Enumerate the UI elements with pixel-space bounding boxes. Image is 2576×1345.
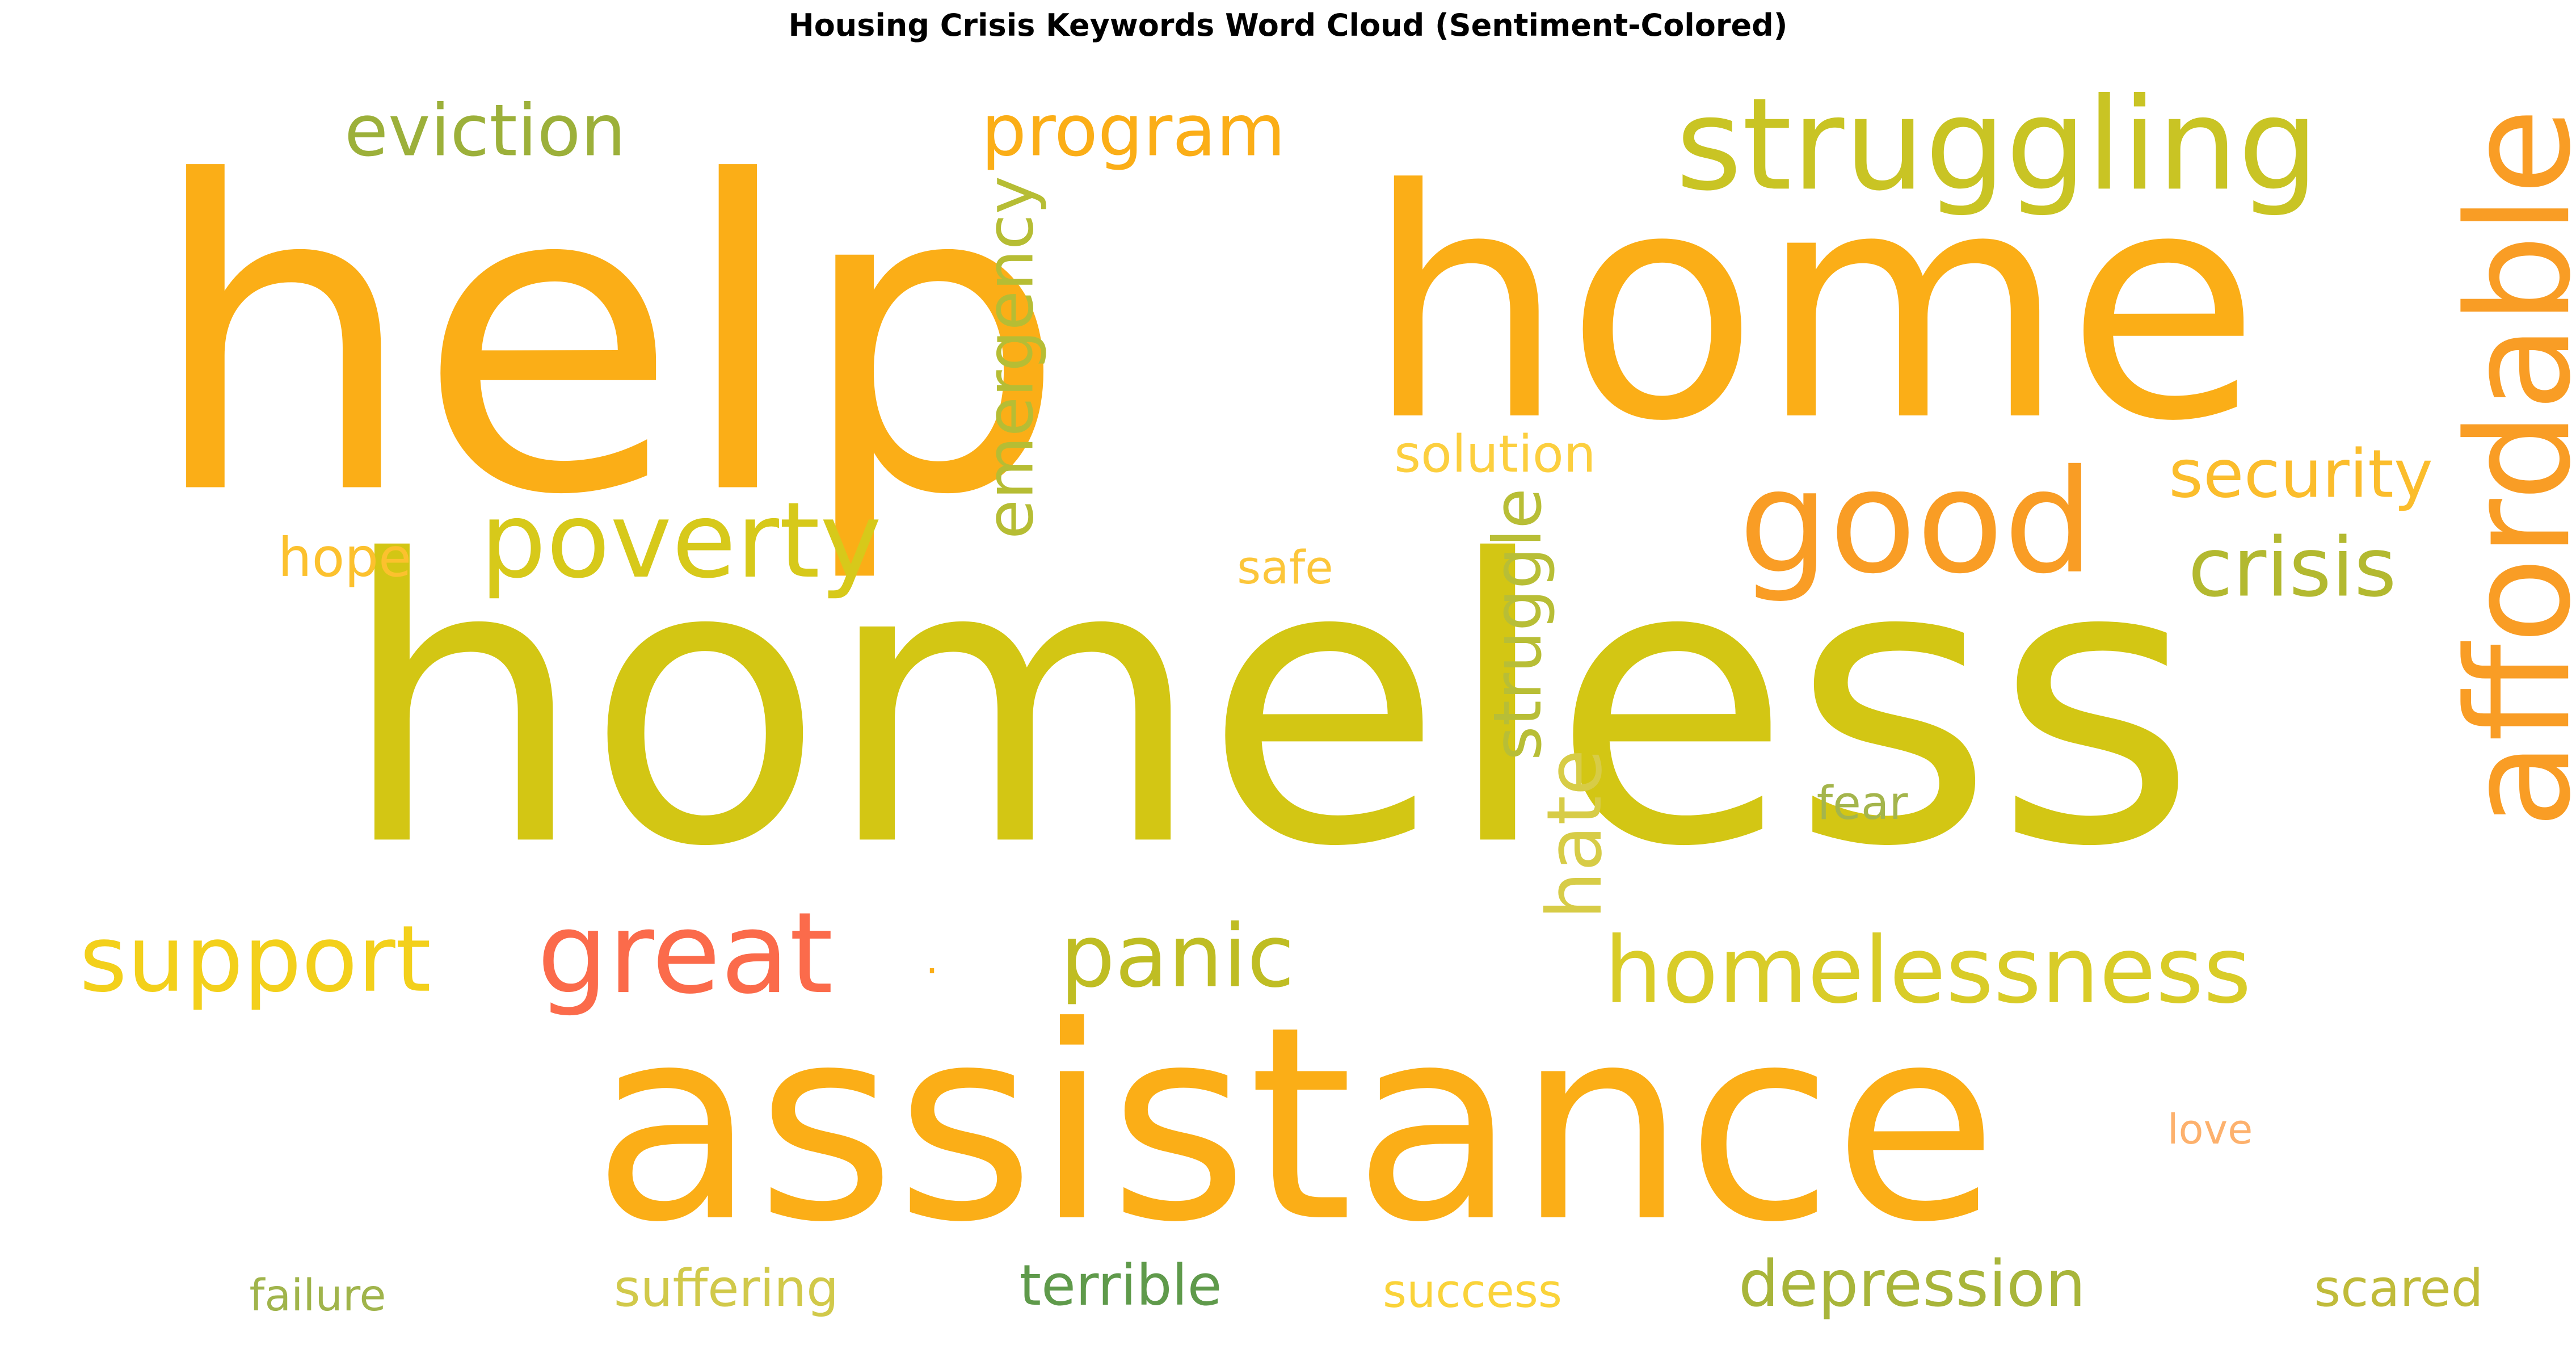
word-security: security xyxy=(2169,435,2433,512)
word-solution: solution xyxy=(1394,425,1596,484)
word-homeless: homeless xyxy=(339,478,2198,931)
word-love: love xyxy=(2167,1106,2253,1153)
word-program: program xyxy=(981,89,1285,172)
word-safe: safe xyxy=(1237,541,1333,595)
word-assistance: assistance xyxy=(592,970,1998,1281)
word-fear: fear xyxy=(1817,777,1909,830)
word-hope: hope xyxy=(278,527,411,589)
word-terrible: terrible xyxy=(1019,1253,1222,1318)
word-panic: panic xyxy=(1060,906,1294,1007)
word-good: good xyxy=(1739,440,2094,606)
word-crisis: crisis xyxy=(2188,520,2396,615)
word-affordable: affordable xyxy=(2436,108,2576,829)
word-scared: scared xyxy=(2314,1259,2483,1318)
word-struggling: struggling xyxy=(1676,70,2318,218)
word-poverty: poverty xyxy=(480,480,882,602)
word-failure: failure xyxy=(250,1270,386,1321)
word-homelessness: homelessness xyxy=(1604,918,2251,1024)
word-dot: . xyxy=(925,935,938,983)
word-suffering: suffering xyxy=(614,1259,839,1318)
word-depression: depression xyxy=(1739,1247,2086,1321)
word-struggle: struggle xyxy=(1480,488,1556,760)
word-emergency: emergency xyxy=(972,176,1047,539)
word-help: help xyxy=(148,93,1067,588)
word-success: success xyxy=(1383,1265,1562,1318)
word-hate: hate xyxy=(1531,749,1619,919)
chart-title: Housing Crisis Keywords Word Cloud (Sent… xyxy=(788,7,1788,43)
word-great: great xyxy=(537,888,833,1019)
word-support: support xyxy=(79,906,431,1013)
word-home: home xyxy=(1365,123,2260,490)
word-eviction: eviction xyxy=(344,89,626,172)
